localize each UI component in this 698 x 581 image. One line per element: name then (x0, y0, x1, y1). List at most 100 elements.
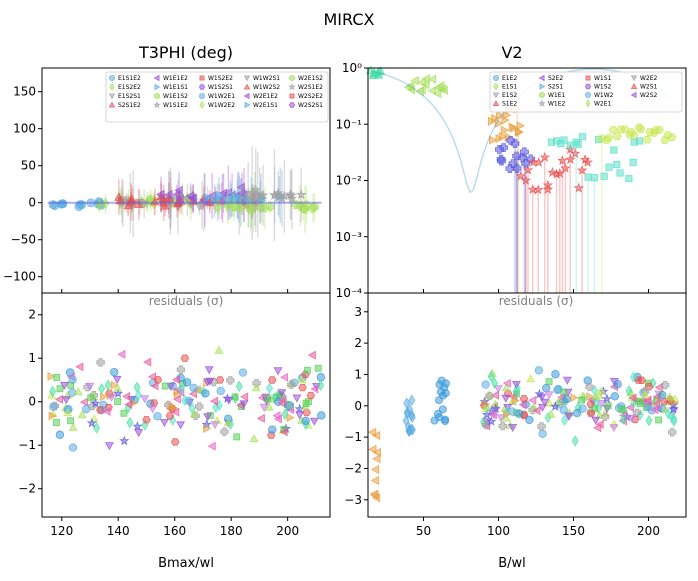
t3phi-point (246, 187, 258, 198)
v2-residual-point (628, 393, 637, 403)
v2-point (557, 155, 568, 166)
t3phi-res-ytick-label: 0 (28, 395, 36, 409)
legend-v2-marker (538, 99, 546, 107)
v2-residual-point (595, 410, 605, 419)
v2-residual-point (368, 444, 377, 455)
v2-point (532, 184, 544, 195)
legend-t3phi-marker (288, 75, 296, 81)
v2-residual-point (668, 403, 679, 414)
v2-point (427, 86, 437, 96)
left-xlabel: Bmax/wl (158, 556, 214, 571)
t3phi-residual-point (188, 389, 198, 399)
legend-t3phi-marker (288, 82, 296, 91)
v2-residual-point (542, 383, 551, 393)
v2-residual-point (570, 393, 579, 403)
legend-t3phi-marker (198, 93, 205, 100)
t3phi-residual-point (181, 394, 189, 407)
t3phi-residual-point (259, 403, 269, 413)
t3phi-residual-point (203, 413, 213, 422)
t3phi-residual-point (281, 408, 289, 421)
v2-residual-point (519, 394, 529, 403)
legend-t3phi-entry: W1E1E2 (163, 75, 188, 82)
v2-residual-point (496, 414, 506, 423)
legend-v2-marker (539, 83, 546, 90)
v2-residual-point (408, 409, 416, 421)
t3phi-residual-point (301, 416, 310, 426)
v2-residual-point (604, 402, 612, 410)
v2-residual-point (481, 403, 491, 412)
t3phi-point (309, 202, 319, 212)
v2-point (574, 140, 582, 148)
v2-residual-point (650, 405, 659, 415)
v2-point (625, 174, 633, 183)
legend-v2-entry: W1E1 (548, 92, 566, 99)
t3phi-residual-point (68, 422, 78, 431)
v2-residual-point (645, 414, 653, 427)
legend-t3phi-entry: W2E1S2 (298, 75, 323, 82)
legend-t3phi-marker (243, 75, 251, 82)
legend-v2-entry: W2S2 (640, 92, 658, 99)
v2-residual-point (636, 400, 644, 408)
legend-v2-entry: W2E1 (594, 101, 612, 108)
v2-residual-point (486, 416, 497, 426)
v2-point (410, 75, 419, 86)
v2-title: V2 (501, 43, 522, 62)
v2-residual-point (408, 394, 416, 406)
t3phi-residual-point (87, 394, 95, 402)
t3phi-residual-point (153, 376, 163, 384)
legend-t3phi-marker (109, 75, 116, 82)
legend-t3phi-marker (108, 101, 116, 108)
v2-residual-point (586, 409, 596, 418)
legend-v2-marker (585, 75, 591, 81)
v2-residual-point (664, 407, 672, 420)
v2-residual-point (593, 423, 602, 433)
t3phi-residual-point (92, 422, 100, 434)
t3phi-residual-point (277, 389, 287, 398)
t3phi-res-ytick-label: −1 (18, 438, 36, 452)
t3phi-residual-point (167, 401, 176, 411)
v2-point (508, 122, 518, 132)
legend-t3phi-entry: W2E1S1 (253, 102, 278, 109)
t3phi-residual-point (205, 377, 215, 386)
v2-residual-point (609, 424, 619, 433)
v2-residual-point (503, 409, 512, 419)
legend-t3phi-entry: E1S1E2 (118, 75, 141, 82)
v2-ytick-label: 10⁻³ (336, 230, 363, 244)
legend-t3phi-marker (199, 75, 205, 81)
v2-res-ytick-label: −3 (344, 493, 362, 507)
v2-point (636, 125, 646, 134)
legend-v2-entry: W1S1 (594, 75, 612, 82)
v2-residual-point (613, 380, 622, 389)
t3phi-residual-point (110, 380, 119, 390)
v2-residual-point (632, 408, 642, 418)
v2-point (510, 139, 520, 149)
t3phi-res-ytick-label: 1 (28, 351, 36, 365)
v2-residual-point (553, 385, 562, 395)
v2-residual-point (551, 370, 560, 379)
legend-t3phi-marker (153, 100, 161, 109)
legend-t3phi-entry: E1S2E2 (118, 84, 141, 91)
t3phi-residual-point (310, 384, 319, 394)
t3phi-residual-point (61, 396, 71, 405)
legend-t3phi-entry: W1W2E1 (208, 93, 235, 100)
t3phi-residual-point (104, 379, 112, 391)
v2-residual-point (528, 395, 537, 405)
legend-t3phi-entry: W1E1S2 (163, 93, 188, 100)
t3phi-residual-point (153, 412, 162, 421)
v2-point (500, 125, 510, 135)
v2-point (566, 141, 574, 149)
v2-residual-point (572, 408, 582, 418)
t3phi-residual-point (264, 402, 274, 411)
v2-point (654, 126, 664, 134)
v2-ytick-label: 10⁻⁴ (336, 286, 363, 300)
v2-res-xtick-label: 150 (562, 524, 585, 538)
v2-residual-point (665, 392, 675, 401)
legend-v2-marker (585, 92, 592, 99)
t3phi-point (188, 193, 197, 204)
legend-v2-marker (630, 83, 638, 89)
legend-v2-marker (584, 83, 592, 90)
v2-residual-point (511, 380, 521, 390)
v2-residual-point (668, 428, 677, 437)
t3phi-residual-point (216, 386, 225, 396)
v2-residual-point (513, 386, 521, 398)
